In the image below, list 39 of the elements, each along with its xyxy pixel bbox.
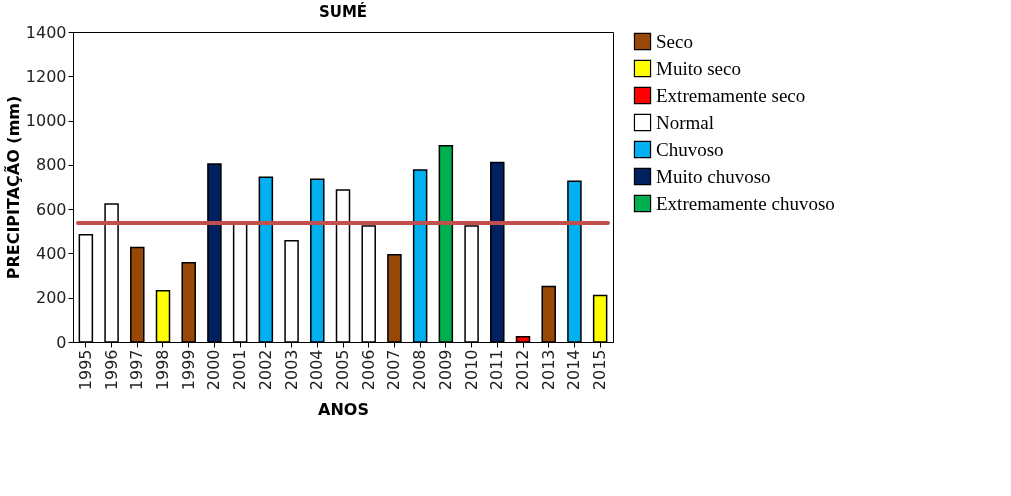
y-tick-label: 1400: [25, 22, 67, 42]
x-tick-label: 1995: [75, 349, 95, 391]
x-tick-label: 1996: [101, 349, 121, 391]
x-tick-label: 2011: [487, 349, 507, 391]
legend-label: Extremamente seco: [656, 84, 806, 106]
x-tick-label: 2015: [590, 349, 610, 391]
x-tick-label: 2007: [384, 349, 404, 391]
x-tick-label: 1998: [153, 349, 172, 391]
chart-title: SUMÉ: [318, 2, 368, 21]
legend-label: Muito chuvoso: [656, 165, 771, 187]
legend-label: Extremamente chuvoso: [656, 192, 835, 214]
y-tick-label: 0: [56, 332, 67, 352]
x-tick-label: 2000: [204, 349, 224, 391]
y-tick-label: 1000: [25, 111, 67, 131]
legend-label: Normal: [656, 111, 715, 133]
y-tick-label: 200: [35, 288, 67, 308]
y-tick-label: 600: [35, 199, 67, 219]
legend-label: Chuvoso: [656, 138, 724, 160]
x-tick-label: 2014: [564, 349, 584, 391]
x-tick-label: 2001: [230, 349, 250, 391]
legend-label: Seco: [656, 30, 693, 52]
y-tick-label: 400: [35, 243, 67, 263]
x-tick-label: 2009: [435, 349, 455, 391]
x-tick-label: 2004: [307, 349, 327, 391]
x-tick-label: 2002: [255, 349, 275, 391]
legend-label: Muito seco: [656, 57, 741, 79]
x-tick-label: 2003: [281, 349, 301, 391]
x-tick-label: 1997: [127, 349, 147, 391]
x-tick-label: 2005: [333, 349, 352, 391]
x-tick-label: 2006: [358, 349, 378, 391]
x-tick-label: 2013: [538, 349, 558, 391]
x-tick-label: 2010: [461, 349, 481, 391]
y-tick-label: 800: [35, 155, 67, 175]
x-tick-label: 2012: [513, 349, 532, 391]
y-tick-label: 1200: [25, 66, 67, 86]
x-tick-label: 2008: [410, 349, 430, 391]
x-axis-title: ANOS: [318, 400, 369, 420]
x-tick-label: 1999: [178, 349, 198, 391]
y-axis-title: PRECIPITAÇÃO (mm): [3, 95, 23, 280]
